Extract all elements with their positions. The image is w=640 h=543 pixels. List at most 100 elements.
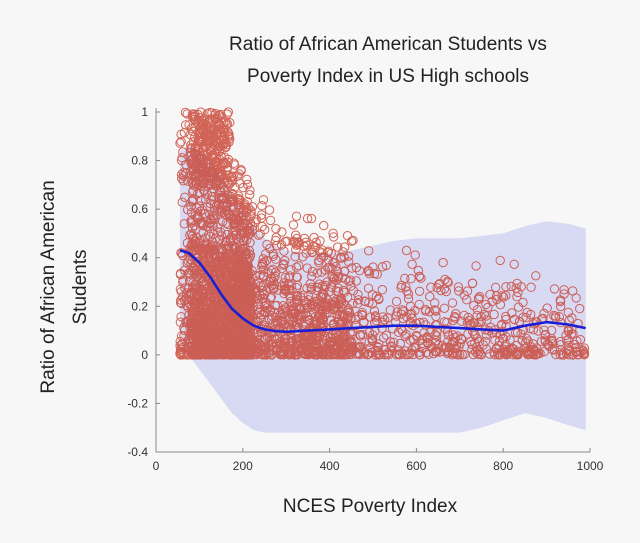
scatter-point [177, 153, 187, 163]
scatter-point [206, 180, 216, 190]
scatter-point [265, 293, 276, 303]
scatter-point [222, 200, 232, 210]
scatter-point [198, 146, 209, 156]
scatter-point [539, 325, 549, 335]
y-tick-label: 0.8 [131, 154, 148, 168]
scatter-point [201, 239, 211, 250]
scatter-point [258, 195, 269, 205]
scatter-point [469, 300, 479, 311]
scatter-point [474, 294, 484, 304]
scatter-point [195, 261, 206, 271]
scatter-point [230, 269, 240, 279]
scatter-point [181, 288, 192, 298]
scatter-point [222, 229, 232, 240]
scatter-point [402, 286, 412, 296]
scatter-point [241, 262, 252, 272]
scatter-point [346, 281, 356, 291]
scatter-point [276, 317, 287, 328]
scatter-point [309, 232, 319, 243]
scatter-point [317, 248, 327, 258]
scatter-point [195, 127, 205, 137]
scatter-point [556, 301, 566, 312]
scatter-point [252, 332, 262, 342]
scatter-point [210, 337, 221, 347]
y-tick-label: 0 [141, 348, 148, 362]
scatter-point [422, 333, 432, 344]
scatter-point [467, 278, 478, 288]
scatter-point [234, 169, 244, 179]
scatter-point [479, 309, 489, 320]
scatter-point [413, 265, 424, 276]
scatter-point [282, 236, 292, 246]
scatter-point [482, 315, 492, 325]
scatter-point [415, 350, 425, 360]
scatter-point [542, 303, 552, 313]
scatter-point [291, 340, 301, 350]
scatter-point [179, 265, 190, 275]
scatter-point [472, 310, 482, 321]
scatter-point [328, 228, 338, 239]
scatter-point [256, 345, 266, 355]
scatter-point [535, 348, 545, 358]
scatter-point [188, 278, 198, 288]
scatter-point [326, 248, 336, 259]
scatter-point [285, 291, 295, 301]
scatter-point [191, 203, 202, 213]
scatter-point [243, 331, 253, 341]
scatter-point [578, 349, 589, 359]
scatter-point [177, 342, 188, 353]
scatter-point [189, 114, 200, 125]
scatter-point [199, 335, 210, 345]
scatter-point [250, 279, 261, 289]
scatter-point [210, 292, 221, 302]
scatter-point [372, 269, 382, 279]
scatter-point [192, 243, 203, 254]
scatter-point [214, 311, 224, 322]
scatter-point [475, 349, 485, 359]
scatter-point [199, 339, 210, 349]
scatter-point [267, 334, 277, 344]
scatter-point [440, 324, 451, 334]
scatter-point [186, 123, 197, 133]
scatter-point [191, 150, 202, 160]
scatter-point [231, 233, 242, 244]
scatter-point [214, 325, 224, 335]
scatter-point [204, 133, 214, 143]
scatter-point [336, 253, 346, 263]
scatter-point [267, 311, 277, 321]
scatter-point [221, 236, 231, 246]
scatter-point [414, 286, 425, 296]
scatter-point [328, 326, 338, 336]
scatter-point [381, 330, 392, 340]
scatter-point [324, 350, 334, 360]
trend-line [179, 249, 586, 334]
scatter-point [186, 259, 196, 269]
scatter-point [307, 271, 317, 281]
scatter-point [441, 342, 452, 353]
scatter-point [182, 350, 192, 360]
scatter-point [266, 265, 276, 276]
scatter-point [189, 181, 200, 191]
scatter-point [481, 299, 491, 310]
scatter-point [179, 331, 189, 341]
scatter-point [302, 263, 312, 273]
scatter-point [426, 282, 436, 292]
scatter-point [189, 331, 200, 341]
scatter-point [219, 207, 230, 217]
scatter-point [452, 348, 462, 358]
scatter-point [422, 337, 433, 348]
scatter-point [561, 336, 572, 346]
scatter-point [380, 315, 390, 325]
scatter-point [228, 171, 239, 181]
scatter-point [454, 342, 464, 352]
scatter-point [258, 254, 268, 264]
scatter-point [311, 237, 321, 248]
scatter-point [315, 312, 325, 323]
scatter-point [454, 286, 464, 296]
scatter-point [186, 140, 196, 150]
scatter-point [195, 137, 205, 148]
chart-title: Ratio of African American Students vs Po… [229, 34, 547, 87]
scatter-point [302, 213, 313, 224]
scatter-point [256, 310, 267, 320]
scatter-point [319, 220, 329, 231]
